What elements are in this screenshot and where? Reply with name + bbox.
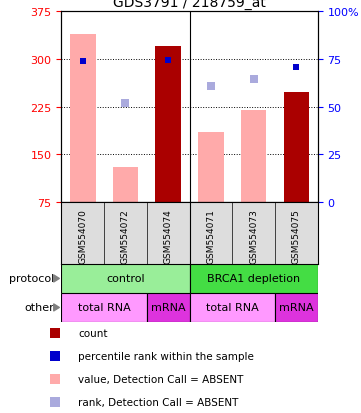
Text: rank, Detection Call = ABSENT: rank, Detection Call = ABSENT bbox=[78, 396, 239, 407]
Bar bbox=[241, 111, 266, 202]
Text: GSM554071: GSM554071 bbox=[206, 209, 216, 263]
Text: GSM554070: GSM554070 bbox=[78, 209, 87, 263]
Bar bbox=[283, 93, 309, 202]
Text: BRCA1 depletion: BRCA1 depletion bbox=[207, 274, 300, 284]
Bar bbox=[198, 133, 224, 202]
Text: total RNA: total RNA bbox=[206, 303, 258, 313]
Bar bbox=[61, 293, 147, 322]
Bar bbox=[190, 293, 275, 322]
Text: mRNA: mRNA bbox=[151, 303, 186, 313]
Text: mRNA: mRNA bbox=[279, 303, 314, 313]
Text: GSM554072: GSM554072 bbox=[121, 209, 130, 263]
Text: percentile rank within the sample: percentile rank within the sample bbox=[78, 351, 254, 361]
Bar bbox=[113, 168, 138, 202]
Text: GSM554075: GSM554075 bbox=[292, 209, 301, 263]
Bar bbox=[275, 293, 318, 322]
Bar bbox=[147, 293, 190, 322]
Text: GSM554073: GSM554073 bbox=[249, 209, 258, 263]
Bar bbox=[190, 264, 318, 293]
Bar bbox=[70, 35, 96, 202]
Bar bbox=[61, 264, 190, 293]
Bar bbox=[155, 47, 181, 202]
Text: count: count bbox=[78, 328, 108, 339]
Text: value, Detection Call = ABSENT: value, Detection Call = ABSENT bbox=[78, 374, 244, 384]
Text: total RNA: total RNA bbox=[78, 303, 130, 313]
Text: control: control bbox=[106, 274, 145, 284]
Text: protocol: protocol bbox=[9, 274, 54, 284]
Text: other: other bbox=[25, 303, 54, 313]
Title: GDS3791 / 218759_at: GDS3791 / 218759_at bbox=[113, 0, 266, 10]
Text: GSM554074: GSM554074 bbox=[164, 209, 173, 263]
